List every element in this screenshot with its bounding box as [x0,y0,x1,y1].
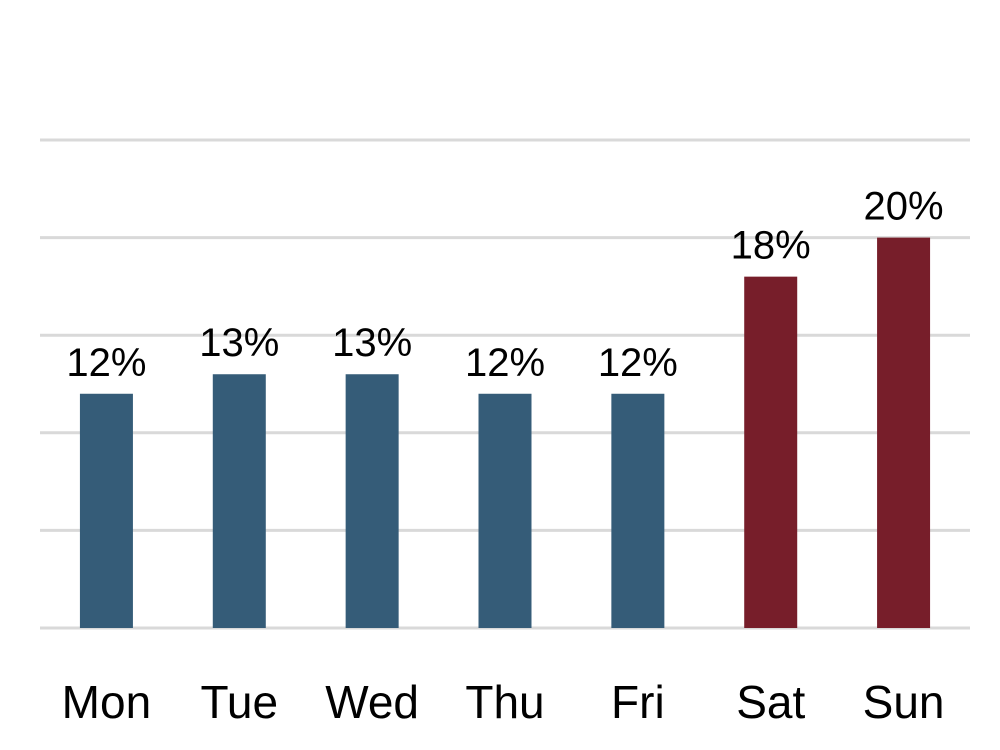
data-label-fri: 12% [598,341,678,385]
bar-thu [478,393,532,628]
tick-label-tue: Tue [201,676,279,728]
tick-label-mon: Mon [62,676,151,728]
data-label-tue: 13% [199,321,279,365]
bar-sat [744,276,798,628]
bar-tue [212,374,266,628]
bars [79,237,931,628]
data-label-sat: 18% [731,224,811,268]
data-label-mon: 12% [66,341,146,385]
bar-wed [345,374,399,628]
x-axis-tick-labels: Mon Tue Wed Thu Fri Sat Sun [62,676,945,728]
tick-label-thu: Thu [465,676,544,728]
data-label-sun: 20% [864,185,944,229]
bar-fri [611,393,665,628]
tick-label-sun: Sun [863,676,945,728]
data-labels: 12% 13% 13% 12% 12% 18% 20% [66,185,943,385]
bar-sun [877,237,931,628]
tick-label-wed: Wed [325,676,419,728]
bar-mon [79,393,133,628]
data-label-wed: 13% [332,321,412,365]
tick-label-sat: Sat [736,676,805,728]
tick-label-fri: Fri [611,676,665,728]
data-label-thu: 12% [465,341,545,385]
